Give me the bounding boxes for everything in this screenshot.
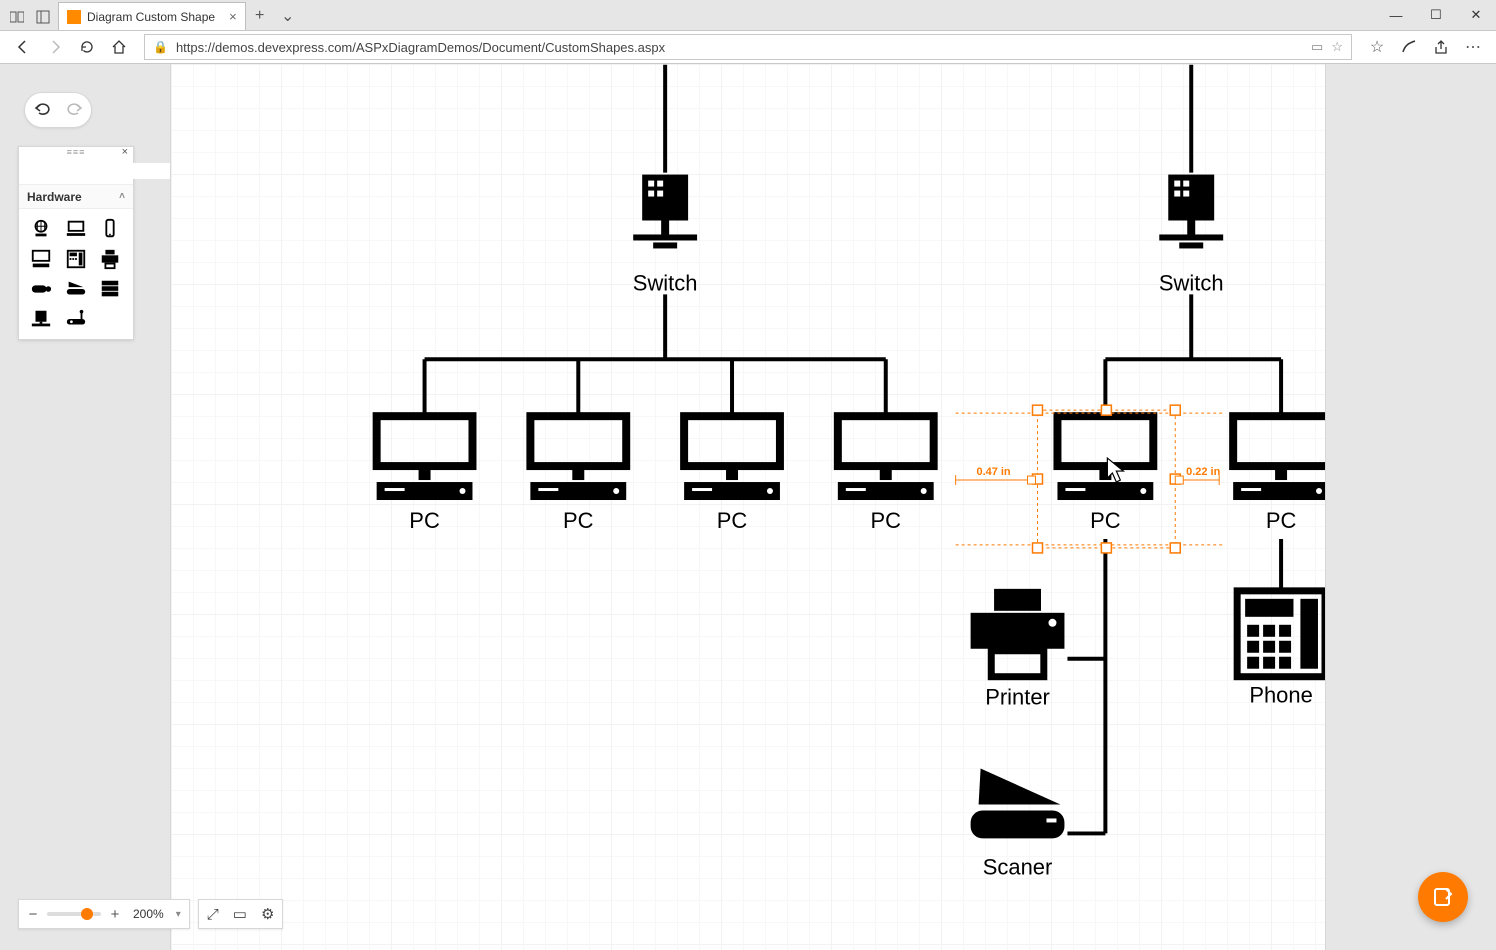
shape-palette[interactable]: ≡≡≡× 🔍 Hardware ˄ bbox=[18, 146, 134, 340]
svg-text:Switch: Switch bbox=[1159, 270, 1224, 295]
refresh-button[interactable] bbox=[72, 32, 102, 62]
palette-search-input[interactable] bbox=[25, 163, 184, 179]
shape-printer-icon[interactable] bbox=[96, 247, 124, 271]
zoom-control: − + 200% ▾ bbox=[18, 899, 190, 929]
svg-text:0.47 in: 0.47 in bbox=[976, 466, 1010, 478]
settings-gear-icon[interactable]: ⚙ bbox=[261, 905, 274, 923]
palette-grid bbox=[19, 209, 133, 339]
zoom-out-button[interactable]: − bbox=[27, 906, 39, 923]
feedback-fab[interactable] bbox=[1418, 872, 1468, 922]
node-scn[interactable] bbox=[971, 769, 1065, 839]
svg-text:PC: PC bbox=[1266, 508, 1297, 533]
tab-aside-icon[interactable] bbox=[30, 4, 56, 30]
share-icon[interactable] bbox=[1426, 32, 1456, 62]
svg-text:PC: PC bbox=[1090, 508, 1121, 533]
address-bar: 🔒 ▭ ☆ ☆ ⋯ bbox=[0, 30, 1496, 64]
shape-switch-icon[interactable] bbox=[27, 307, 55, 331]
shape-scanner-icon[interactable] bbox=[62, 277, 90, 301]
zoom-in-button[interactable]: + bbox=[109, 906, 121, 923]
favorites-icon[interactable]: ☆ bbox=[1362, 32, 1392, 62]
url-box[interactable]: 🔒 ▭ ☆ bbox=[144, 34, 1352, 60]
new-tab-button[interactable]: + bbox=[246, 2, 274, 30]
node-pc1[interactable] bbox=[377, 416, 473, 500]
shape-router-icon[interactable] bbox=[62, 307, 90, 331]
more-icon[interactable]: ⋯ bbox=[1458, 32, 1488, 62]
palette-search: 🔍 bbox=[19, 157, 133, 185]
canvas-wrap: Switch Switch PC PC PC PC PC PC Printer Scaner Pho… bbox=[170, 64, 1326, 950]
node-prn[interactable] bbox=[971, 589, 1065, 677]
tabs-overview-icon[interactable] bbox=[4, 4, 30, 30]
home-button[interactable] bbox=[104, 32, 134, 62]
close-window-button[interactable]: ✕ bbox=[1456, 0, 1496, 30]
zoom-slider-knob[interactable] bbox=[81, 908, 93, 920]
maximize-button[interactable]: ☐ bbox=[1416, 0, 1456, 30]
node-pc3[interactable] bbox=[684, 416, 780, 500]
tab-title: Diagram Custom Shape bbox=[87, 10, 215, 24]
view-tools: ⤢ ▭ ⚙ bbox=[198, 899, 284, 929]
back-button[interactable] bbox=[8, 32, 38, 62]
tab-chevron-icon[interactable]: ⌄ bbox=[274, 2, 302, 30]
undo-button[interactable] bbox=[33, 100, 51, 121]
notes-icon[interactable] bbox=[1394, 32, 1424, 62]
shape-server-icon[interactable] bbox=[96, 277, 124, 301]
favorite-star-icon[interactable]: ☆ bbox=[1331, 39, 1343, 55]
shape-mobile-icon[interactable] bbox=[96, 217, 124, 241]
status-bar: − + 200% ▾ ⤢ ▭ ⚙ bbox=[18, 896, 283, 932]
redo-button[interactable] bbox=[66, 100, 84, 121]
undo-redo-toolbar bbox=[24, 92, 92, 128]
browser-tab[interactable]: Diagram Custom Shape × bbox=[58, 2, 246, 30]
svg-text:Scaner: Scaner bbox=[983, 854, 1053, 879]
zoom-value: 200% bbox=[133, 907, 164, 921]
shape-phone-icon[interactable] bbox=[62, 247, 90, 271]
shape-projector-icon[interactable] bbox=[27, 277, 55, 301]
diagram-svg[interactable]: Switch Switch PC PC PC PC PC PC Printer Scaner Pho… bbox=[171, 64, 1325, 950]
node-pc6[interactable] bbox=[1233, 416, 1325, 500]
shape-internet-icon[interactable] bbox=[27, 217, 55, 241]
svg-text:PC: PC bbox=[717, 508, 748, 533]
tab-strip: Diagram Custom Shape × + ⌄ bbox=[0, 0, 1496, 30]
node-sw1[interactable] bbox=[633, 175, 697, 249]
window-controls: — ☐ ✕ bbox=[1376, 0, 1496, 30]
node-phn[interactable] bbox=[1237, 591, 1325, 677]
chevron-up-icon: ˄ bbox=[119, 191, 125, 202]
zoom-dropdown-icon[interactable]: ▾ bbox=[176, 909, 181, 920]
shape-empty bbox=[96, 307, 124, 331]
shape-laptop-icon[interactable] bbox=[62, 217, 90, 241]
fullscreen-button[interactable]: ⤢ bbox=[207, 906, 219, 923]
browser-window: Diagram Custom Shape × + ⌄ — ☐ ✕ 🔒 ▭ ☆ ☆ bbox=[0, 0, 1496, 950]
node-pc2[interactable] bbox=[530, 416, 626, 500]
svg-text:PC: PC bbox=[871, 508, 902, 533]
svg-text:Switch: Switch bbox=[633, 270, 698, 295]
node-sw2[interactable] bbox=[1159, 175, 1223, 249]
minimize-button[interactable]: — bbox=[1376, 0, 1416, 30]
palette-grip[interactable]: ≡≡≡× bbox=[19, 147, 133, 157]
node-pc5[interactable] bbox=[1057, 416, 1153, 500]
svg-text:PC: PC bbox=[409, 508, 440, 533]
favicon-icon bbox=[67, 10, 81, 24]
palette-close-icon[interactable]: × bbox=[122, 146, 129, 158]
reading-view-icon[interactable]: ▭ bbox=[1311, 39, 1323, 55]
svg-text:Printer: Printer bbox=[985, 685, 1050, 710]
forward-button[interactable] bbox=[40, 32, 70, 62]
fit-page-button[interactable]: ▭ bbox=[233, 905, 247, 923]
diagram-canvas[interactable]: Switch Switch PC PC PC PC PC PC Printer Scaner Pho… bbox=[170, 64, 1326, 950]
tab-close-icon[interactable]: × bbox=[229, 9, 237, 24]
shape-pc-icon[interactable] bbox=[27, 247, 55, 271]
svg-text:0.22 in: 0.22 in bbox=[1186, 466, 1220, 478]
palette-category[interactable]: Hardware ˄ bbox=[19, 185, 133, 209]
node-pc4[interactable] bbox=[838, 416, 934, 500]
zoom-slider[interactable] bbox=[47, 912, 101, 916]
palette-category-label: Hardware bbox=[27, 190, 82, 204]
svg-text:Phone: Phone bbox=[1249, 683, 1312, 708]
url-input[interactable] bbox=[174, 39, 1311, 56]
svg-text:PC: PC bbox=[563, 508, 594, 533]
lock-icon: 🔒 bbox=[153, 40, 168, 54]
